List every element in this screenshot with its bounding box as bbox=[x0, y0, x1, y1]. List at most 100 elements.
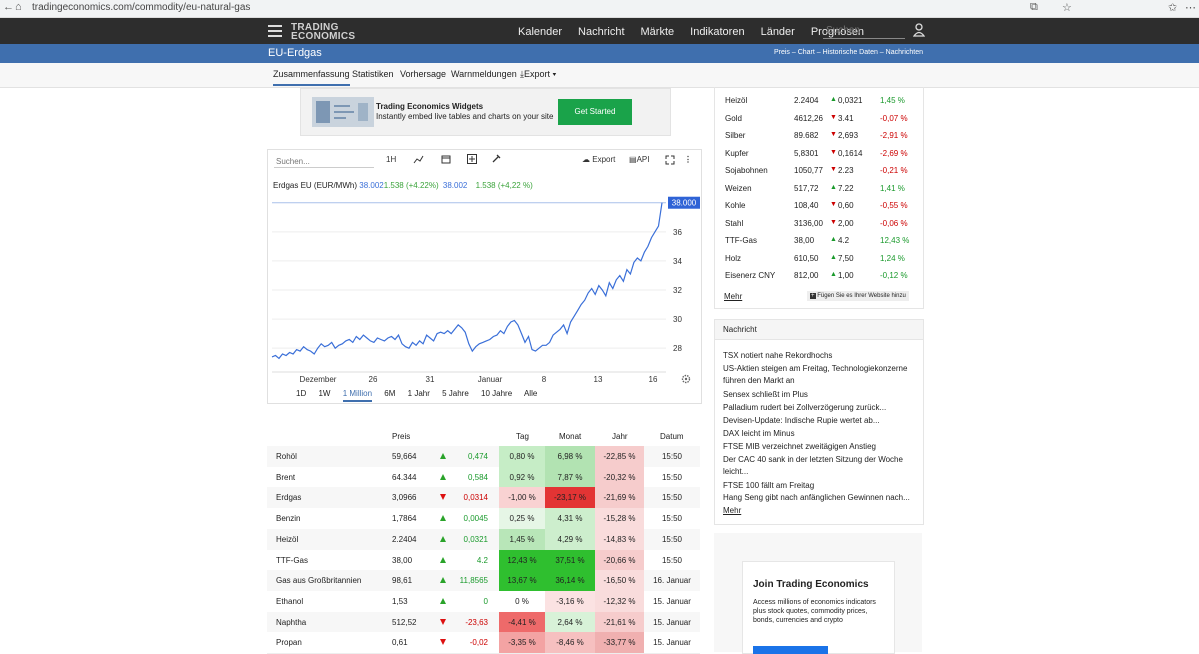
table-row[interactable]: Rohöl 59,664 0,474 0,80 % 6,98 % -22,85 % 15:5… bbox=[267, 446, 700, 468]
legend-value: 38.002 bbox=[359, 181, 384, 190]
nav-nachricht[interactable]: Nachricht bbox=[578, 26, 625, 38]
table-row[interactable]: Naphtha 512,52 -23,63 -4,41 % 2,64 % -21,61 %… bbox=[267, 611, 700, 634]
hamburger-menu-icon[interactable] bbox=[268, 25, 282, 40]
api-button[interactable]: ▤API bbox=[629, 155, 649, 164]
month-cell-bg bbox=[545, 466, 595, 488]
sub-tabs: Zusammenfassung Statistiken Vorhersage W… bbox=[0, 63, 1199, 88]
commodity-row[interactable]: Sojabohnen 1050,77 ▼ 2.23 -0,21 % bbox=[714, 163, 922, 180]
news-item[interactable]: FTSE MIB verzeichnet zweitägigen Anstieg bbox=[723, 442, 876, 451]
range-1d[interactable]: 1D bbox=[296, 389, 307, 398]
row-change: -23,63 bbox=[465, 617, 488, 627]
arrow-up-icon bbox=[440, 515, 446, 522]
tab-statistiken[interactable]: Statistiken bbox=[352, 69, 394, 79]
news-item[interactable]: FTSE 100 fällt am Freitag bbox=[723, 481, 815, 490]
site-search-input[interactable] bbox=[823, 23, 905, 39]
logo[interactable]: TRADING ECONOMICS bbox=[291, 23, 355, 42]
news-item[interactable]: Der CAC 40 sank in der letzten Sitzung d… bbox=[723, 455, 903, 476]
commodity-change: 1,00 bbox=[838, 271, 854, 280]
commodity-row[interactable]: Kupfer 5,8301 ▼ 0,1614 -2,69 % bbox=[714, 146, 922, 163]
menu-dots-icon[interactable]: ⋯ bbox=[1185, 2, 1196, 14]
table-row[interactable]: Benzin 1,7864 0,0045 0,25 % 4,31 % -15,28 % 15… bbox=[267, 508, 700, 531]
news-more-link[interactable]: Mehr bbox=[723, 506, 742, 515]
row-year: -20,66 % bbox=[603, 555, 636, 565]
star-icon[interactable]: ☆ bbox=[1062, 2, 1072, 14]
news-item[interactable]: DAX leicht im Minus bbox=[723, 429, 795, 438]
commodity-row[interactable]: Gold 4612,26 ▼ 3.41 -0,07 % bbox=[714, 111, 922, 128]
range-5y[interactable]: 5 Jahre bbox=[442, 389, 469, 398]
tab-warnmeldungen[interactable]: Warnmeldungen bbox=[451, 69, 517, 79]
tab-export[interactable]: ⤓Export ▾ bbox=[520, 69, 557, 79]
commodity-row[interactable]: Kohle 108,40 ▼ 0,60 -0,55 % bbox=[714, 198, 922, 215]
calendar-icon[interactable] bbox=[441, 154, 451, 164]
commodity-row[interactable]: Silber 89.682 ▼ 2,693 -2,91 % bbox=[714, 128, 922, 145]
nav-laender[interactable]: Länder bbox=[760, 26, 795, 38]
arrow-down-icon: ▼ bbox=[830, 218, 837, 226]
arrow-up-icon: ▲ bbox=[830, 271, 837, 278]
row-price: 38,00 bbox=[392, 555, 413, 565]
arrow-down-icon: ▼ bbox=[830, 201, 837, 208]
user-icon[interactable] bbox=[913, 23, 925, 37]
row-date: 15:50 bbox=[661, 534, 683, 544]
row-day: 13,67 % bbox=[507, 576, 537, 586]
news-item[interactable]: US-Aktien steigen am Freitag, Technologi… bbox=[723, 364, 908, 385]
row-year: -16,50 % bbox=[603, 576, 636, 586]
arrow-down-icon bbox=[440, 494, 446, 501]
interval-button[interactable]: 1H bbox=[386, 155, 397, 164]
table-row[interactable]: Ethanol 1,53 0 0 % -3,16 % -12,32 % 15. Januar bbox=[267, 590, 700, 613]
table-row[interactable]: Heizöl 2.2404 0,0321 1,45 % 4,29 % -14,83 % 15… bbox=[267, 528, 700, 551]
price-chart[interactable]: 28 30 32 34 36 Dezember 26 31 Januar 8 13 16 38.000 bbox=[268, 190, 701, 385]
table-row[interactable]: Erdgas 3,0966 0,0314 -1,00 % -23,17 % -21,69 … bbox=[267, 487, 700, 510]
range-1m[interactable]: 1 Million bbox=[342, 389, 373, 402]
add-indicator-icon[interactable] bbox=[467, 154, 477, 164]
get-started-button[interactable]: Get Started bbox=[558, 99, 632, 125]
range-10y[interactable]: 10 Jahre bbox=[481, 389, 513, 398]
line-chart-icon[interactable] bbox=[413, 155, 424, 164]
tab-zusammenfassung[interactable]: Zusammenfassung bbox=[273, 69, 350, 86]
add-to-website-button[interactable]: + Fügen Sie es Ihrer Website hinzu bbox=[807, 291, 909, 301]
table-row[interactable]: Brent 64.344 0,584 0,92 % 7,87 % -20,32 % 15:5… bbox=[267, 466, 700, 489]
commodity-row[interactable]: Weizen 517,72 ▲ 7.22 1,41 % bbox=[714, 181, 922, 198]
favorites-icon[interactable]: ✩ bbox=[1168, 2, 1178, 14]
tab-vorhersage[interactable]: Vorhersage bbox=[400, 69, 447, 79]
section-links[interactable]: Preis – Chart – Historische Daten – Nach… bbox=[773, 49, 923, 56]
join-button[interactable] bbox=[753, 646, 828, 654]
commodity-row[interactable]: Eisenerz CNY 812,00 ▲ 1,00 -0,12 % bbox=[714, 268, 922, 285]
range-all[interactable]: Alle bbox=[523, 389, 538, 398]
commodity-row[interactable]: Stahl 3136,00 ▼ 2,00 -0,06 % bbox=[714, 216, 922, 233]
nav-indikatoren[interactable]: Indikatoren bbox=[690, 26, 745, 38]
back-icon[interactable]: ← bbox=[3, 1, 14, 13]
chart-export-button[interactable]: ☁ Export bbox=[582, 155, 615, 164]
news-item[interactable]: Sensex schließt im Plus bbox=[723, 390, 808, 399]
table-row[interactable]: Gas aus Großbritannien 98,61 11,8565 13,67 … bbox=[267, 570, 700, 593]
address-bar[interactable]: tradingeconomics.com/commodity/eu-natura… bbox=[32, 2, 251, 13]
commodity-row[interactable]: Holz 610,50 ▲ 7,50 1,24 % bbox=[714, 251, 922, 268]
home-icon[interactable]: ⌂ bbox=[15, 1, 22, 13]
drawing-tool-icon[interactable] bbox=[491, 154, 501, 164]
table-row[interactable]: TTF-Gas 38,00 4.2 12,43 % 37,51 % -20,66 % 15:… bbox=[267, 549, 700, 572]
range-1y[interactable]: 1 Jahr bbox=[407, 389, 430, 398]
commodity-row[interactable]: TTF-Gas 38,00 ▲ 4.2 12,43 % bbox=[714, 233, 922, 250]
fullscreen-icon[interactable] bbox=[665, 155, 675, 165]
news-item[interactable]: Devisen-Update: Indische Rupie wertet ab… bbox=[723, 416, 880, 425]
translate-icon[interactable]: ⧉ bbox=[1030, 1, 1038, 13]
table-row[interactable]: Propan 0,61 -0,02 -3,35 % -8,46 % -33,77 % 15.… bbox=[267, 632, 700, 654]
nav-maerkte[interactable]: Märkte bbox=[640, 26, 675, 38]
news-item[interactable]: TSX notiert nahe Rekordhochs bbox=[723, 351, 833, 360]
chart-settings-gear-icon[interactable] bbox=[681, 374, 691, 384]
news-item[interactable]: Palladium rudert bei Zollverzögerung zur… bbox=[723, 403, 887, 412]
chart-search-input[interactable] bbox=[274, 155, 374, 168]
more-options-icon[interactable]: ⋮ bbox=[684, 155, 692, 164]
commodities-more-link[interactable]: Mehr bbox=[724, 292, 743, 301]
row-name: Rohöl bbox=[276, 452, 297, 461]
row-year: -21,61 % bbox=[603, 617, 636, 627]
commodity-row[interactable]: Heizöl 2.2404 ▲ 0,0321 1,45 % bbox=[714, 93, 922, 110]
range-6m[interactable]: 6M bbox=[384, 389, 396, 398]
legend-value-2: 38.002 bbox=[442, 181, 468, 190]
range-1w[interactable]: 1W bbox=[318, 389, 331, 398]
commodity-pct: -0,55 % bbox=[880, 201, 908, 210]
col-header-tag: Tag bbox=[516, 432, 529, 441]
news-item[interactable]: Hang Seng gibt nach anfänglichen Gewinne… bbox=[723, 493, 910, 502]
nav-kalender[interactable]: Kalender bbox=[518, 26, 563, 38]
arrow-up-icon: ▲ bbox=[830, 253, 837, 261]
cloud-download-icon: ☁ bbox=[582, 155, 590, 164]
